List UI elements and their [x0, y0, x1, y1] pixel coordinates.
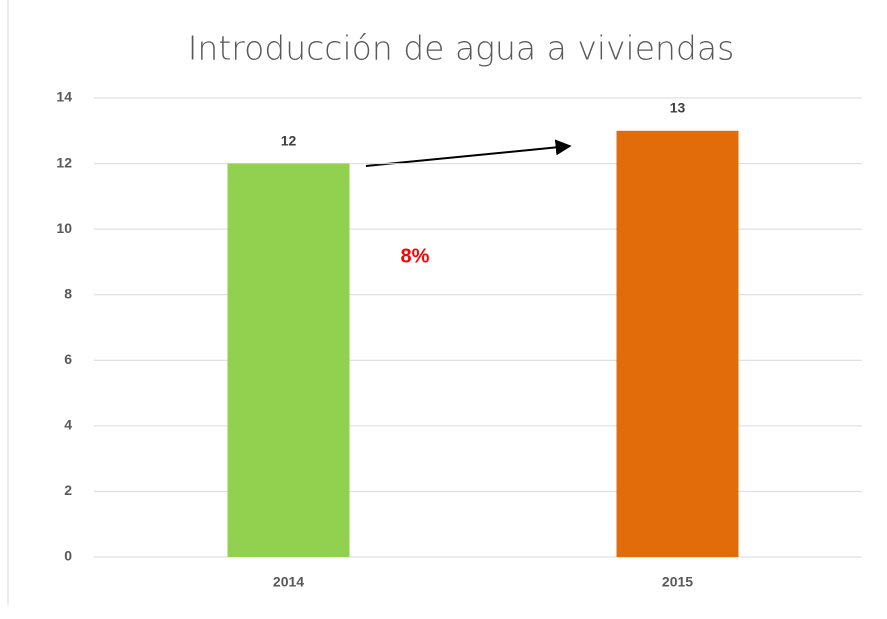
y-tick-label: 14	[56, 89, 72, 105]
bar	[227, 163, 350, 558]
data-label: 13	[670, 99, 686, 115]
arrow	[365, 139, 572, 167]
bar	[616, 130, 739, 558]
y-tick-label: 2	[64, 482, 72, 498]
annotation: 8%	[401, 245, 430, 267]
x-tick-label: 2015	[662, 574, 693, 590]
y-tick-label: 6	[64, 351, 72, 367]
data-label: 12	[281, 132, 297, 148]
x-tick-label: 2014	[273, 574, 304, 590]
y-tick-label: 12	[56, 154, 72, 170]
y-tick-label: 10	[56, 220, 72, 236]
y-tick-label: 0	[64, 548, 72, 564]
y-tick-label: 4	[64, 417, 72, 433]
y-tick-label: 8	[64, 285, 72, 301]
chart-title: Introducción de agua a viviendas	[188, 29, 735, 68]
